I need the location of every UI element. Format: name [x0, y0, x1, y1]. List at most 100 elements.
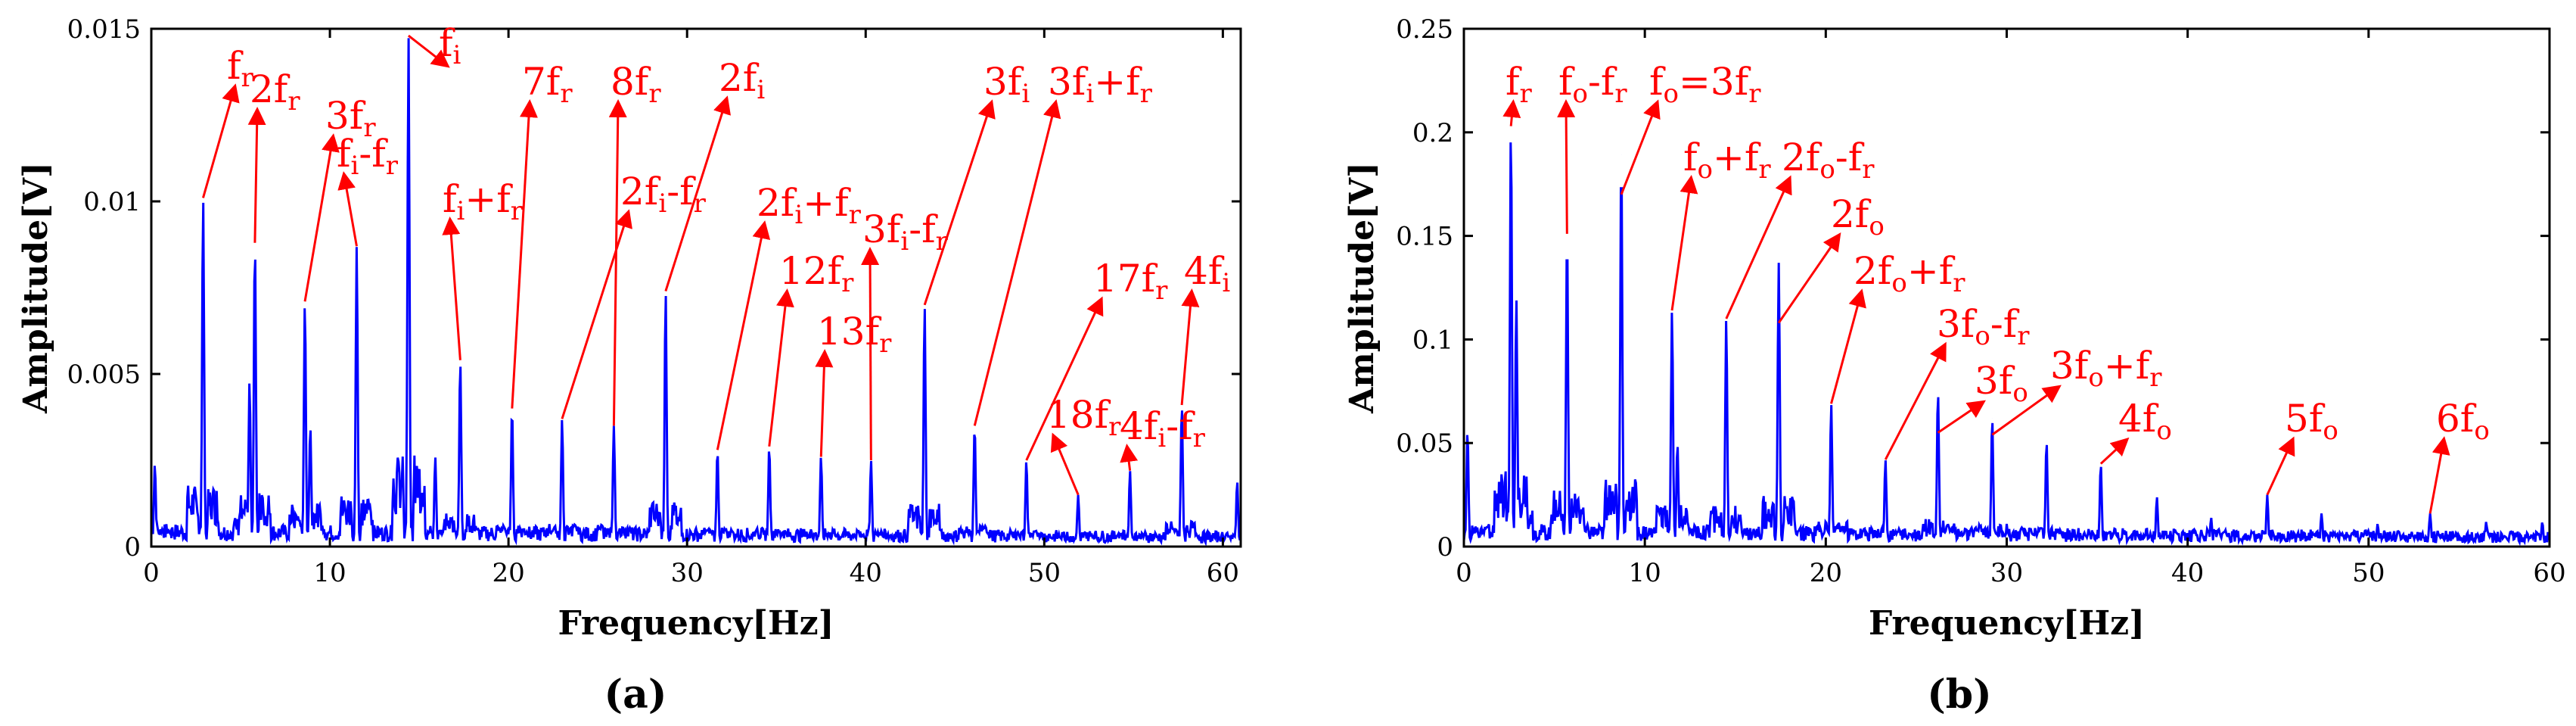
annotation-label: 13fr [817, 310, 892, 359]
spectrum-line [1462, 142, 2551, 547]
y-tick-label: 0.2 [1412, 118, 1453, 148]
annotation-arrow [511, 99, 538, 409]
panel-a-spectrum-chart: 0 10 20 30 40 50 60 0 0.005 0.01 0.015 Frequency[Hz… [17, 14, 1242, 718]
y-axis-title: Amplitude[V] [1343, 162, 1381, 414]
annotation-arrow [1670, 175, 1698, 311]
annotation-arrow [608, 99, 627, 426]
annotation-label: fr [1506, 60, 1533, 109]
annotation-arrow [1557, 99, 1576, 234]
annotation-arrow [1937, 400, 1986, 434]
annotation-arrow [1991, 385, 2062, 436]
annotation-label: 4fo [2118, 397, 2172, 446]
annotation-label: 2fo-fr [1782, 136, 1875, 185]
x-tick-label: 30 [1990, 558, 2023, 588]
annotation-arrow [442, 217, 461, 360]
annotation-arrow [768, 288, 794, 447]
y-tick-label: 0.015 [67, 14, 141, 45]
annotation-label: 4fi-fr [1120, 404, 1206, 453]
y-tick-label: 0 [1437, 532, 1453, 562]
annotation-arrow [337, 171, 358, 247]
x-tick-label: 30 [671, 558, 704, 588]
annotation-label: fi [439, 21, 461, 70]
spectrum-line [150, 38, 1242, 547]
annotation-label: 3fi-fr [862, 207, 949, 257]
annotation-label: fi+fr [443, 177, 524, 226]
annotation-label: 2fr [250, 67, 300, 117]
y-tick-label: 0.1 [1412, 325, 1453, 355]
annotation-label: 3fr [325, 94, 376, 143]
annotation-label: 2fi-fr [620, 170, 707, 219]
annotation-arrow [1180, 288, 1200, 406]
annotation-arrow [1725, 175, 1792, 319]
annotation-label: 3fi+fr [1048, 60, 1153, 109]
x-tick-label: 10 [313, 558, 346, 588]
panel-b-spectrum-chart: 0 10 20 30 40 50 60 0 0.05 0.1 0.15 0.2 0.25 Frequenc… [1343, 14, 2566, 718]
x-tick-label: 60 [2533, 558, 2565, 588]
annotation-arrow [1884, 341, 1947, 460]
y-tick-label: 0.01 [83, 187, 141, 217]
annotation-arrow [2428, 436, 2450, 514]
annotation-arrow [1025, 296, 1104, 461]
x-tick-label: 40 [2171, 558, 2204, 588]
annotation-arrow [1050, 432, 1080, 496]
annotation-arrow [1830, 288, 1866, 404]
annotation-arrow [664, 95, 731, 292]
annotation-label: 2fo+fr [1854, 249, 1965, 298]
annotation-label: 12fr [779, 249, 854, 298]
annotation-arrow [973, 99, 1061, 426]
x-tick-label: 0 [1456, 558, 1472, 588]
annotation-label: 3fo [1975, 359, 2028, 408]
x-tick-label: 40 [850, 558, 882, 588]
annotation-label: 6fo [2436, 397, 2490, 446]
x-tick-label: 20 [492, 558, 524, 588]
annotation-label: 3fi [983, 60, 1030, 109]
annotation-arrow [1620, 99, 1661, 195]
x-tick-label: 0 [143, 558, 160, 588]
annotation-label: 2fo [1831, 192, 1885, 241]
annotation-arrow [1502, 99, 1521, 126]
annotation-label: fi-fr [337, 132, 399, 181]
annotation-label: 17fr [1093, 257, 1168, 306]
annotation-label: 4fi [1184, 249, 1230, 298]
annotation-arrow [1777, 232, 1841, 324]
y-tick-label: 0 [124, 532, 141, 562]
x-tick-label: 50 [2352, 558, 2385, 588]
annotation-arrow [202, 83, 240, 198]
x-tick-label: 60 [1207, 558, 1239, 588]
annotation-arrow [716, 220, 771, 450]
y-tick-label: 0.05 [1396, 428, 1453, 459]
x-tick-label: 10 [1629, 558, 1661, 588]
x-tick-label: 50 [1028, 558, 1061, 588]
annotation-label: fo-fr [1558, 60, 1627, 109]
annotation-arrow [861, 247, 880, 461]
x-axis-title: Frequency[Hz] [1869, 604, 2145, 643]
y-tick-label: 0.005 [67, 360, 141, 390]
annotation-label: 3fo+fr [2050, 344, 2162, 393]
annotation-label: 5fo [2285, 397, 2338, 446]
x-tick-label: 20 [1810, 558, 1842, 588]
panel-label: (a) [604, 671, 667, 718]
annotation-arrow [815, 349, 834, 457]
annotation-arrow [408, 34, 450, 68]
annotation-arrow [2266, 436, 2295, 496]
y-tick-label: 0.25 [1396, 14, 1453, 45]
annotation-arrow [303, 133, 340, 302]
annotation-label: 7fr [522, 60, 573, 109]
annotation-label: 2fi+fr [757, 181, 862, 230]
annotation-label: fo=3fr [1649, 60, 1761, 109]
annotation-arrow [2099, 437, 2130, 465]
annotation-arrow [923, 99, 996, 306]
plot-frame [150, 27, 1242, 548]
annotation-label: 3fo-fr [1937, 302, 2030, 351]
annotation-label: 2fi [719, 56, 765, 105]
annotation-label: 18fr [1046, 393, 1121, 442]
annotation-arrow [247, 107, 266, 243]
y-tick-label: 0.15 [1396, 222, 1453, 252]
y-axis-title: Amplitude[V] [17, 162, 55, 414]
x-axis-title: Frequency[Hz] [558, 604, 834, 643]
annotation-label: fo+fr [1683, 136, 1771, 185]
annotation-label: 8fr [611, 60, 661, 109]
annotation-arrow [561, 209, 632, 419]
annotation-arrow [1120, 444, 1139, 471]
